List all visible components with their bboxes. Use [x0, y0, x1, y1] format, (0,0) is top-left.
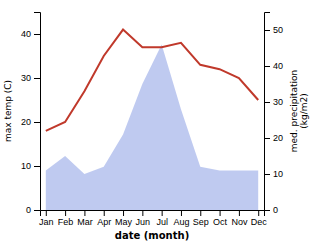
tick-label: Dec: [251, 217, 268, 227]
tick-mark: [258, 210, 259, 216]
tick-label: 30: [273, 97, 283, 107]
tick: Dec: [251, 210, 268, 227]
tick-mark: [34, 34, 40, 35]
tick: Nov: [231, 210, 248, 227]
tick: 10: [21, 161, 40, 171]
tick-mark: [162, 210, 163, 216]
y-axis-title: max temp (C): [3, 80, 13, 142]
y2-axis-title: med. precipitation(kg/m2): [289, 70, 309, 152]
tick: Apr: [97, 210, 111, 227]
tick: Mar: [77, 210, 93, 227]
tick-mark: [264, 102, 270, 103]
tick-mark: [264, 138, 270, 139]
tick-label: May: [115, 217, 133, 227]
tick: Aug: [173, 210, 189, 227]
tick: 40: [264, 61, 283, 71]
tick-mark: [34, 210, 40, 211]
tick-mark: [34, 122, 40, 123]
tick-mark: [181, 210, 182, 216]
x-axis-title: date (month): [115, 230, 189, 241]
tick: Jan: [39, 210, 54, 227]
tick-mark: [264, 66, 270, 67]
tick-mark: [142, 210, 143, 216]
tick-label: 0: [273, 205, 278, 215]
tick-label: Jul: [156, 217, 168, 227]
tick-mark: [123, 210, 124, 216]
tick: 0: [264, 205, 278, 215]
y2-axis: 0 10 20 30 40 50: [264, 13, 283, 216]
tick-label: Oct: [213, 217, 228, 227]
tick: Sep: [193, 210, 209, 227]
axis-line: [265, 13, 271, 211]
tick: Oct: [213, 210, 228, 227]
tick: 30: [21, 73, 40, 83]
tick: Jun: [136, 210, 151, 227]
tick: Feb: [58, 210, 74, 227]
tick-label: Sep: [193, 217, 209, 227]
y-axis: 0 10 20 30 40: [21, 13, 41, 216]
tick-label: Jan: [39, 217, 54, 227]
temperature-line: [46, 30, 258, 131]
tick-label: 40: [21, 29, 31, 39]
tick-label: 20: [21, 117, 31, 127]
tick: 20: [264, 133, 283, 143]
tick: May: [115, 210, 133, 227]
tick-mark: [264, 210, 270, 211]
axis-line: [41, 211, 265, 217]
chart: Jan FebMar Apr MayJun Jul Aug Sep OctNovDec 0 10 2…: [0, 0, 318, 244]
tick-mark: [65, 210, 66, 216]
tick-mark: [34, 166, 40, 167]
tick-mark: [264, 174, 270, 175]
plot-area: [46, 30, 258, 210]
tick-mark: [104, 210, 105, 216]
tick: 10: [264, 169, 283, 179]
tick-label: 20: [273, 133, 283, 143]
tick-label: 10: [21, 161, 31, 171]
precipitation-area: [46, 44, 258, 210]
chart-container: Jan FebMar Apr MayJun Jul Aug Sep OctNovDec 0 10 2…: [0, 0, 318, 244]
tick-mark: [34, 78, 40, 79]
tick-mark: [200, 210, 201, 216]
tick-mark: [84, 210, 85, 216]
tick-label: Feb: [58, 217, 74, 227]
tick-label: 10: [273, 169, 283, 179]
tick-mark: [264, 30, 270, 31]
tick-label: 0: [26, 205, 31, 215]
tick-label: 40: [273, 61, 283, 71]
tick: 0: [26, 205, 40, 215]
tick: Jul: [156, 210, 168, 227]
tick-label: 30: [21, 73, 31, 83]
tick-mark: [220, 210, 221, 216]
tick-mark: [239, 210, 240, 216]
tick-label: Mar: [77, 217, 93, 227]
tick-mark: [46, 210, 47, 216]
tick: 50: [264, 25, 283, 35]
tick: 20: [21, 117, 40, 127]
tick: 30: [264, 97, 283, 107]
tick: 40: [21, 29, 40, 39]
tick-label: 50: [273, 25, 283, 35]
tick-label: Jun: [136, 217, 151, 227]
x-axis: Jan FebMar Apr MayJun Jul Aug Sep OctNovDec: [39, 210, 267, 227]
tick-label: Nov: [231, 217, 248, 227]
tick-label: Aug: [173, 217, 189, 227]
axis-line: [34, 13, 41, 211]
tick-label: Apr: [97, 217, 111, 227]
